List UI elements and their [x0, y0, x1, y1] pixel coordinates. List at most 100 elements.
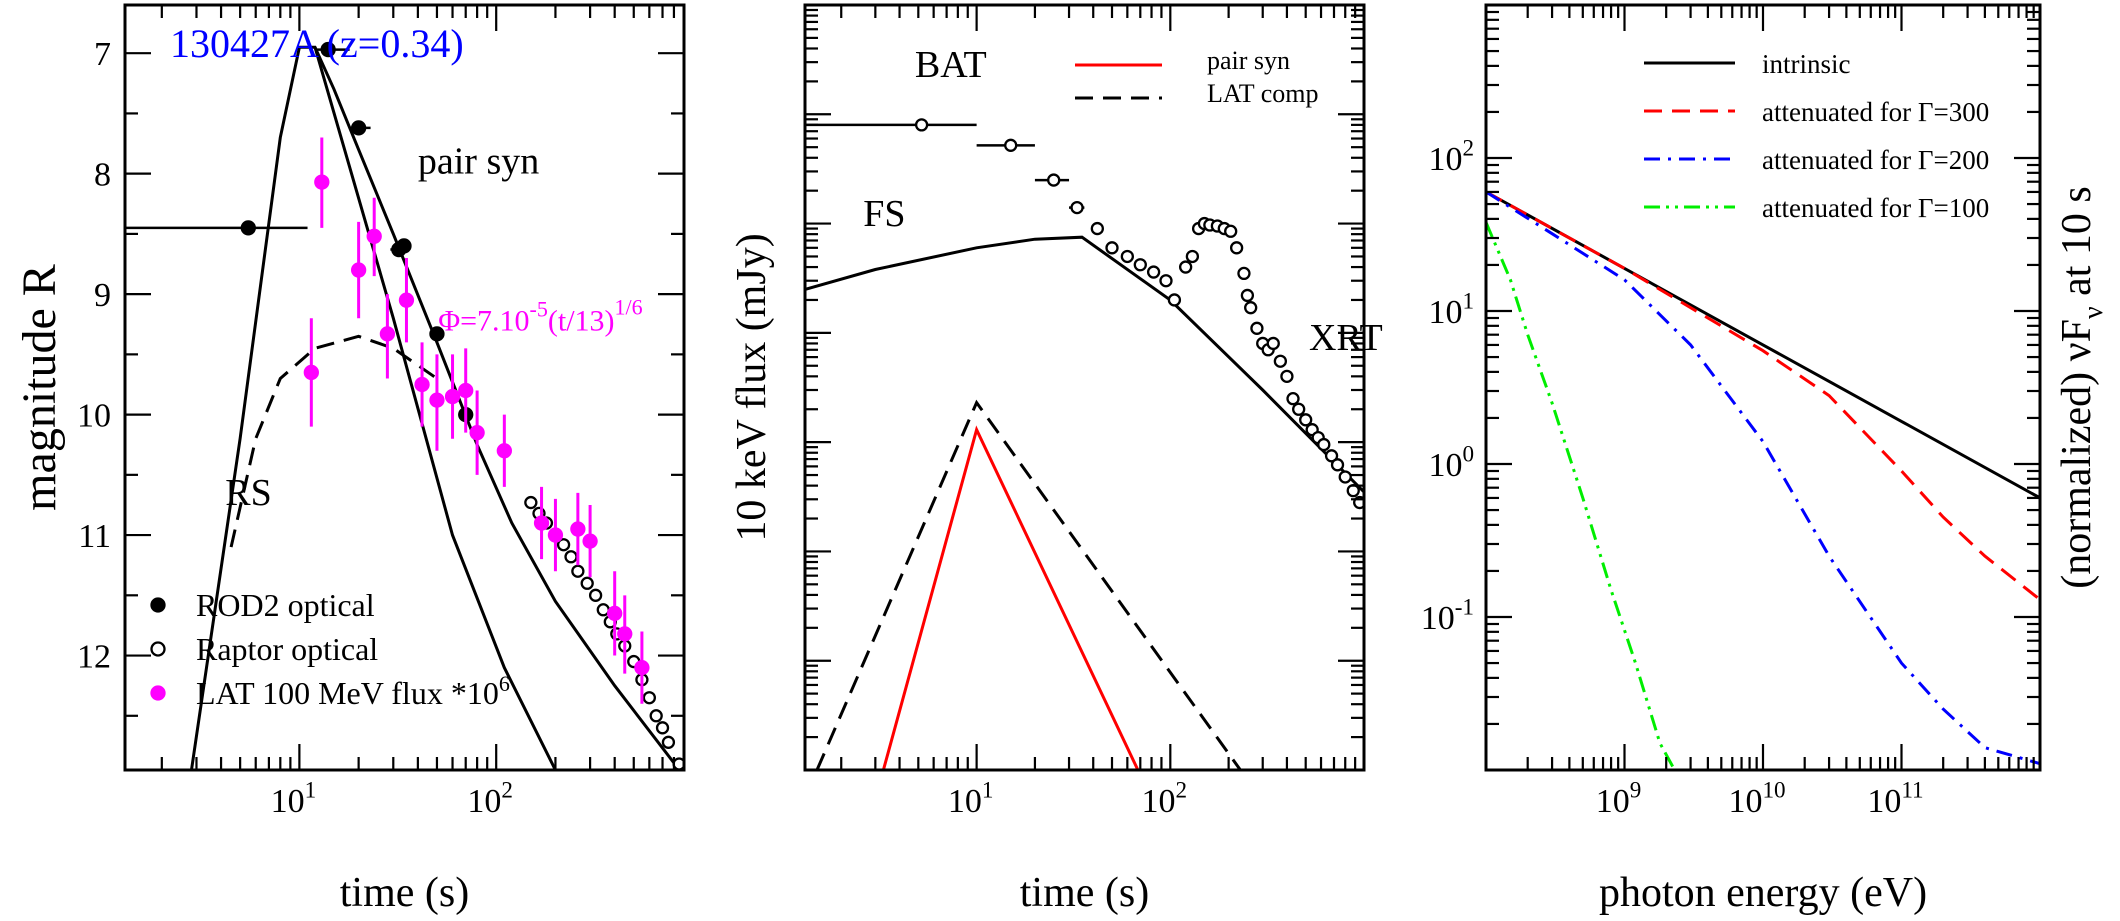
y-axis-label-sub: ν	[2078, 306, 2109, 319]
data-point	[320, 41, 336, 58]
formula-main: Φ=7.10	[438, 304, 529, 337]
y-tick-label: 12	[77, 639, 111, 676]
x-tick-label: 1010	[1728, 778, 1785, 820]
plot-area	[125, 41, 684, 770]
series-line--100	[1486, 221, 1676, 770]
y-tick-label: 102	[1428, 136, 1474, 178]
legend: pair syn LAT comp	[1075, 46, 1318, 108]
legend-label: LAT comp	[1207, 79, 1318, 108]
data-point	[582, 533, 598, 549]
x-tick-label: 101	[948, 778, 994, 820]
data-point	[1105, 241, 1119, 255]
data-point	[1330, 458, 1345, 472]
data-point	[1167, 293, 1182, 307]
data-point	[1317, 437, 1331, 452]
data-point	[1266, 336, 1280, 351]
annotation-pair-syn: pair syn	[418, 141, 539, 183]
data-point	[379, 326, 396, 342]
data-point	[655, 721, 670, 735]
data-point	[1133, 258, 1147, 272]
y-tick-label: 101	[1428, 289, 1474, 331]
data-point	[1299, 413, 1313, 427]
data-point	[1047, 173, 1061, 187]
data-point	[1324, 449, 1339, 463]
data-point	[607, 605, 623, 622]
data-point	[1250, 321, 1264, 335]
series-line--200	[1486, 190, 2040, 766]
data-point	[1185, 249, 1200, 264]
y-tick-label-exp: 0	[1462, 442, 1474, 468]
data-point	[588, 588, 603, 602]
x-tick-label-exp: 11	[1901, 778, 1923, 804]
data-point	[1004, 138, 1018, 152]
series-line-lat-comp	[815, 399, 1242, 770]
legend: ROD2 optical Raptor optical LAT 100 MeV fl…	[150, 587, 510, 711]
y-axis-label: (normalized) νFν at 10 s	[2054, 186, 2109, 589]
y-tick-label: 100	[1428, 442, 1474, 484]
data-point	[1240, 288, 1255, 303]
y-tick-label-base: 10	[1428, 294, 1462, 331]
plot-area	[1486, 190, 2040, 770]
legend: intrinsic attenuated for Γ=300 attenuated …	[1644, 49, 1989, 223]
data-point	[1292, 402, 1306, 416]
x-axis-label: time (s)	[340, 870, 469, 916]
data-point	[547, 527, 564, 543]
data-point	[661, 735, 676, 749]
x-tick-label-exp: 2	[501, 778, 513, 804]
data-point	[303, 364, 319, 381]
legend-label: pair syn	[1207, 46, 1290, 75]
annotation-fs: FS	[863, 193, 905, 235]
x-tick-label-base: 10	[948, 783, 982, 820]
x-tick-label-exp: 1	[305, 778, 317, 804]
y-tick-label-exp: 1	[1462, 289, 1474, 315]
series-line-intrinsic	[1486, 190, 2040, 500]
data-point	[1280, 369, 1294, 383]
x-tick-label: 109	[1596, 778, 1642, 820]
data-point	[1159, 274, 1173, 288]
series-line-fs	[805, 235, 1364, 494]
data-point	[1146, 265, 1161, 279]
x-tick-label: 102	[1142, 778, 1188, 820]
y-tick-label: 8	[94, 157, 111, 194]
y-tick-label: 10-1	[1421, 595, 1474, 637]
data-point	[642, 691, 656, 705]
axes-frame	[123, 3, 686, 772]
x-tick-label-exp: 1	[982, 778, 994, 804]
y-tick-label: 9	[94, 277, 111, 314]
data-point	[458, 382, 474, 399]
data-point	[580, 576, 594, 590]
x-axis-label: time (s)	[1020, 870, 1149, 916]
legend-label: Raptor optical	[196, 631, 378, 667]
x-tick-label-base: 10	[467, 783, 501, 820]
legend-label-text: LAT 100 MeV flux *10	[196, 675, 499, 711]
x-tick-label: 102	[467, 778, 513, 820]
series-line--300	[1486, 190, 2040, 601]
x-tick-label: 1011	[1867, 778, 1923, 820]
data-point	[649, 709, 663, 723]
data-point	[570, 521, 586, 537]
annotation-rs: RS	[225, 472, 271, 514]
data-point	[1178, 260, 1193, 274]
data-point	[571, 564, 585, 578]
legend-label: attenuated for Γ=100	[1762, 193, 1989, 223]
y-tick-label: 10	[77, 398, 111, 435]
x-tick-label-exp: 10	[1762, 778, 1785, 804]
series-line-pair-syn	[881, 425, 1140, 770]
y-tick-label-exp: 2	[1462, 136, 1474, 162]
formula-sup1: -5	[530, 296, 548, 321]
y-tick-label-base: 10	[1421, 600, 1455, 637]
y-tick-label-base: 10	[1428, 447, 1462, 484]
data-point	[1229, 241, 1244, 255]
legend-label-text: ROD2 optical	[196, 587, 375, 623]
x-tick-label-exp: 9	[1630, 778, 1642, 804]
plot-area	[805, 118, 1364, 770]
y-tick-label-exp: -1	[1455, 595, 1474, 621]
data-point	[429, 326, 445, 342]
legend-marker	[150, 685, 166, 701]
y-tick-label: 7	[94, 36, 111, 73]
data-point	[398, 292, 415, 308]
legend-label: attenuated for Γ=300	[1762, 97, 1989, 127]
data-point	[314, 174, 330, 190]
